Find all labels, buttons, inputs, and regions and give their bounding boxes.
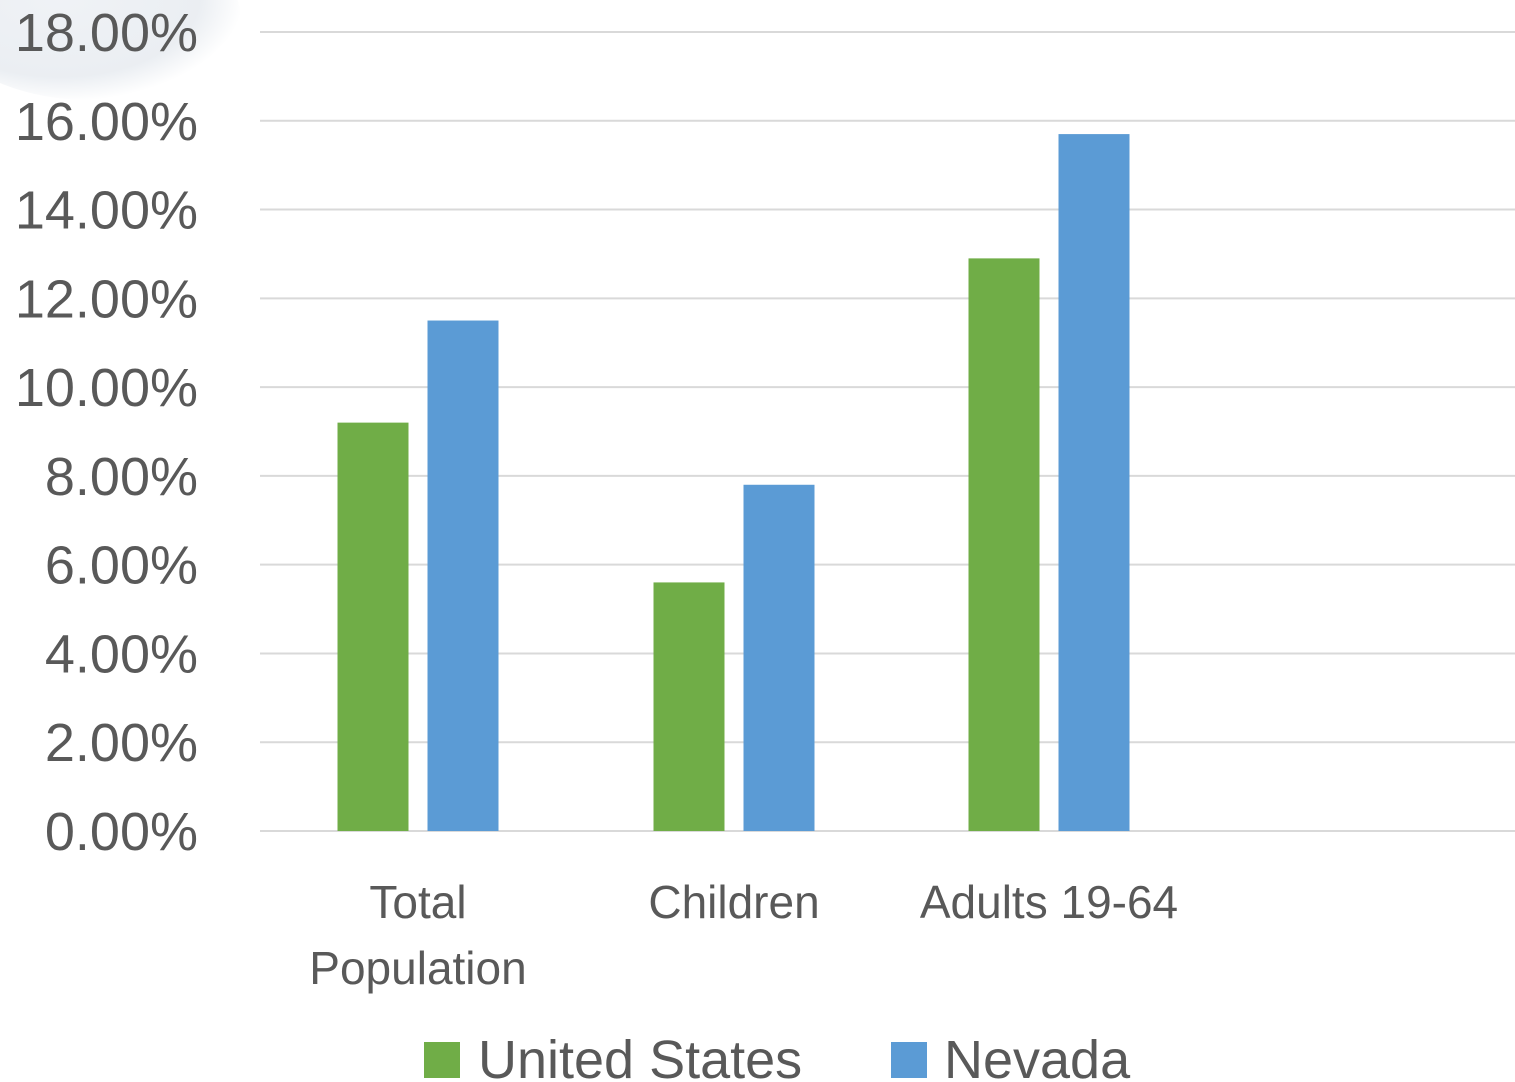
legend-swatch — [424, 1042, 460, 1078]
x-tick-label: Adults 19-64 — [920, 876, 1178, 928]
bar-nevada — [743, 484, 815, 831]
x-axis: Total Population Children Adults 19-64 — [309, 876, 1178, 994]
y-tick-label: 8.00% — [45, 447, 198, 507]
y-tick-label: 6.00% — [45, 536, 198, 596]
bars — [337, 134, 1130, 832]
x-tick-label: Total Population — [309, 876, 526, 994]
bar-united-states — [337, 422, 409, 831]
legend-swatch — [891, 1042, 927, 1078]
legend: United States Nevada — [424, 1030, 1131, 1082]
y-tick-label: 2.00% — [45, 713, 198, 773]
legend-label: United States — [478, 1030, 802, 1082]
bar-united-states — [968, 258, 1040, 832]
bar-nevada — [1058, 134, 1130, 831]
bar-nevada — [427, 320, 499, 831]
y-axis: 0.00% 2.00% 4.00% 6.00% 8.00% 10.00% 12.00% 14.… — [15, 3, 198, 862]
y-tick-label: 14.00% — [15, 181, 198, 241]
bar-united-states — [653, 582, 725, 831]
y-tick-label: 10.00% — [15, 358, 198, 418]
y-tick-label: 12.00% — [15, 269, 198, 329]
y-tick-label: 18.00% — [15, 3, 198, 63]
legend-label: Nevada — [944, 1030, 1131, 1082]
y-tick-label: 4.00% — [45, 624, 198, 684]
y-tick-label: 16.00% — [15, 92, 198, 152]
y-tick-label: 0.00% — [45, 802, 198, 862]
x-tick-label: Children — [648, 876, 819, 928]
